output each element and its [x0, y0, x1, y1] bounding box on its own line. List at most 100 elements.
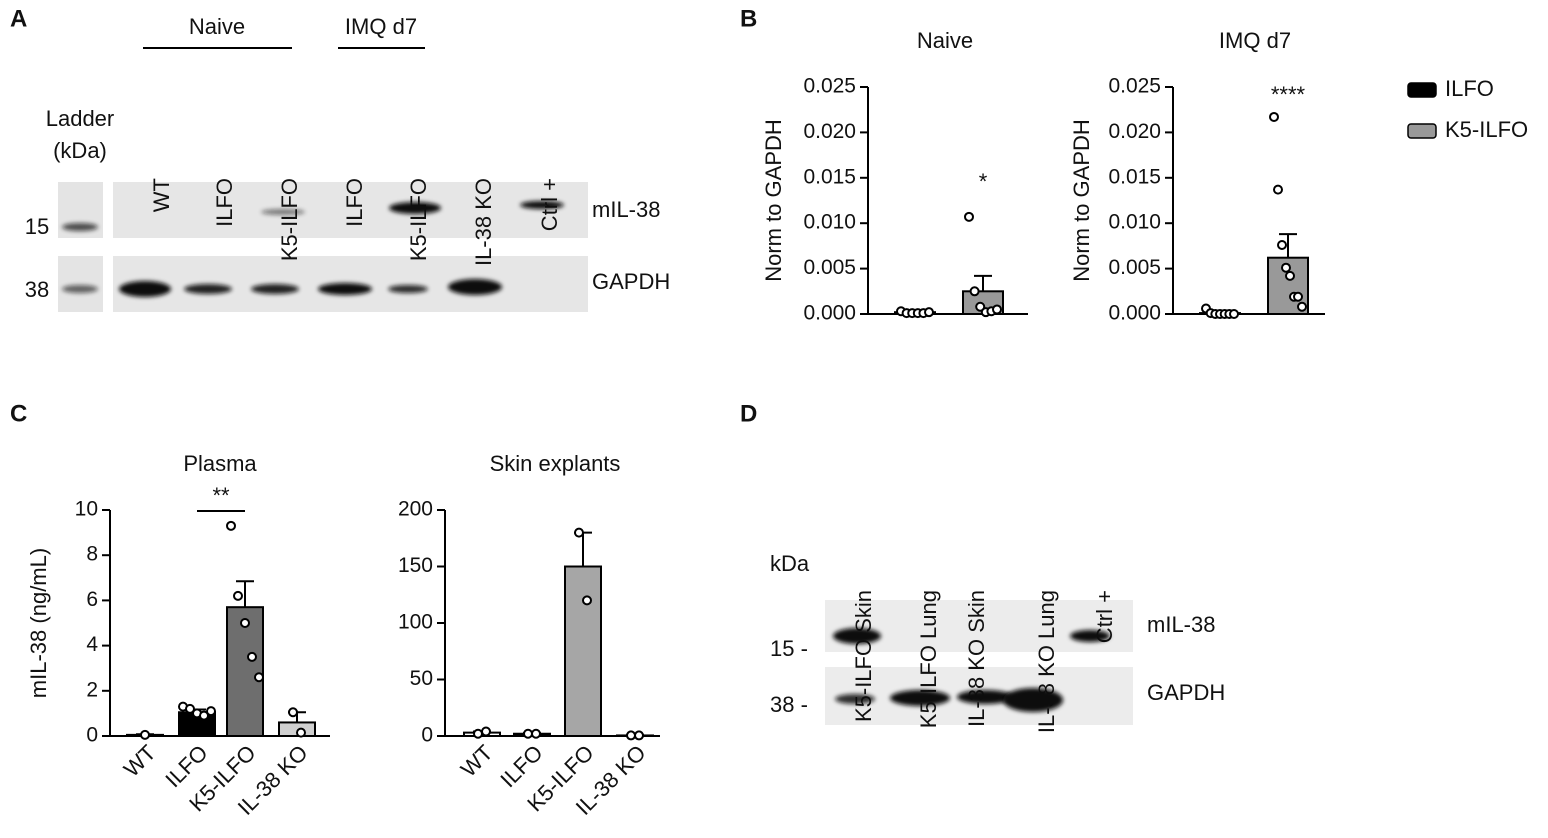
data-point	[1273, 184, 1283, 195]
y-tick-label: 50	[410, 667, 433, 690]
data-point	[247, 651, 257, 662]
data-point	[626, 730, 636, 741]
band	[833, 628, 881, 644]
data-point	[1229, 309, 1239, 319]
data-point	[140, 729, 150, 740]
data-point	[1277, 239, 1287, 250]
data-point	[531, 728, 541, 739]
data-point	[924, 307, 934, 318]
data-point	[206, 706, 216, 717]
annotation: ****	[1271, 82, 1306, 107]
data-point	[199, 710, 209, 721]
x-tick-label: WT	[456, 740, 498, 782]
legend-swatch	[1407, 82, 1437, 98]
group-label: IMQ d7	[345, 14, 417, 39]
blot-a-top	[113, 182, 588, 238]
y-tick-label: 8	[86, 543, 98, 566]
legend-label: ILFO	[1445, 76, 1494, 101]
chart-title: Plasma	[183, 451, 257, 476]
data-point	[254, 672, 264, 683]
band-label: mIL-38	[592, 197, 660, 222]
y-tick-label: 0.005	[803, 256, 856, 279]
band-label: mIL-38	[1147, 612, 1215, 637]
unit-label: kDa	[770, 551, 810, 576]
y-tick-label: 0.015	[1108, 165, 1161, 188]
lane-label: K5-ILFO	[406, 178, 431, 261]
data-point	[969, 286, 980, 297]
band	[448, 279, 502, 295]
marker-label: 38 -	[770, 692, 808, 717]
data-point	[634, 730, 644, 741]
ladder-label: (kDa)	[53, 138, 107, 163]
data-point	[1297, 301, 1307, 312]
data-point	[240, 618, 250, 628]
y-tick-label: 0	[86, 724, 98, 747]
band	[62, 285, 98, 293]
lane-label: IL-38 KO Skin	[964, 590, 989, 727]
band	[835, 694, 875, 704]
y-tick-label: 0.000	[1108, 302, 1161, 325]
y-tick-label: 6	[86, 588, 98, 611]
band	[261, 209, 305, 215]
ladder-label: Ladder	[46, 106, 115, 131]
panel-letter: B	[740, 5, 757, 32]
group-label: Naive	[189, 14, 245, 39]
lane-label: ILFO	[212, 178, 237, 227]
y-axis-label: mIL-38 (ng/mL)	[26, 548, 51, 698]
data-point	[582, 595, 592, 606]
data-point	[481, 726, 491, 737]
data-point	[1281, 262, 1291, 273]
chart-title: Naive	[917, 28, 973, 53]
y-tick-label: 0.010	[803, 211, 856, 234]
band	[119, 281, 171, 297]
marker-label: 38	[25, 277, 49, 302]
data-point	[574, 527, 584, 538]
band-label: GAPDH	[1147, 680, 1225, 705]
panel-letter: A	[10, 5, 27, 32]
data-point	[473, 728, 483, 739]
panel-letter: D	[740, 400, 757, 427]
bar	[564, 565, 602, 737]
data-point	[296, 727, 306, 738]
annotation: **	[212, 483, 230, 508]
y-tick-label: 0.020	[1108, 120, 1161, 143]
band	[890, 690, 950, 706]
data-point	[185, 703, 195, 714]
y-tick-label: 100	[398, 611, 433, 634]
band-label: GAPDH	[592, 269, 670, 294]
data-point	[964, 211, 974, 222]
y-tick-label: 0.005	[1108, 256, 1161, 279]
band	[62, 223, 98, 231]
y-axis-label: Norm to GAPDH	[761, 119, 786, 282]
chart-title: IMQ d7	[1219, 28, 1291, 53]
y-tick-label: 150	[398, 554, 433, 577]
band	[1070, 630, 1110, 642]
y-tick-label: 0	[421, 724, 433, 747]
data-point	[1269, 111, 1279, 122]
y-tick-label: 4	[86, 633, 98, 656]
band	[1003, 688, 1063, 712]
lane-label: K5-ILFO Lung	[916, 590, 941, 728]
band	[520, 201, 564, 209]
data-point	[992, 304, 1002, 315]
legend-label: K5-ILFO	[1445, 117, 1528, 142]
data-point	[288, 707, 298, 718]
band	[251, 284, 299, 294]
ladder-blot-bottom	[58, 256, 103, 312]
band	[318, 283, 372, 295]
y-tick-label: 0.025	[803, 75, 856, 98]
band	[957, 690, 1013, 704]
band	[184, 284, 232, 294]
data-point	[1285, 270, 1295, 281]
legend-swatch	[1407, 123, 1437, 139]
marker-label: 15 -	[770, 636, 808, 661]
data-point	[523, 728, 533, 739]
marker-label: 15	[25, 214, 49, 239]
bar	[226, 606, 264, 737]
blot-d-top	[825, 600, 1133, 652]
y-tick-label: 0.010	[1108, 211, 1161, 234]
x-tick-label: WT	[119, 740, 161, 782]
y-tick-label: 0.020	[803, 120, 856, 143]
annotation: *	[979, 169, 988, 194]
